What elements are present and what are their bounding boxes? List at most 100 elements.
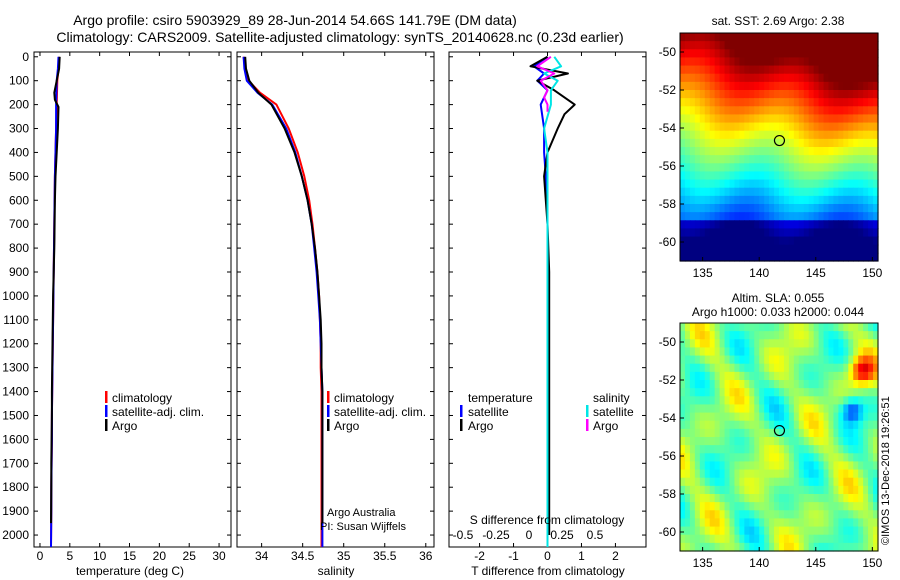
map-cell: [749, 98, 755, 107]
map-cell: [783, 147, 790, 156]
x-tick-label: 35: [337, 549, 351, 563]
map-cell: [813, 485, 820, 495]
map-cell: [853, 477, 859, 487]
map-cell: [838, 179, 844, 189]
map-cell: [759, 212, 765, 221]
map-cell: [793, 195, 800, 205]
sst-map-title: sat. SST: 2.69 Argo: 2.38: [712, 14, 845, 28]
map-cell: [848, 33, 854, 42]
map-cell: [793, 49, 800, 59]
salinity-plot: 34 34.5 35 35.5 36: [242, 52, 433, 563]
map-cell: [749, 355, 755, 365]
map-cell: [704, 412, 711, 422]
map-cell: [808, 204, 815, 213]
map-cell: [734, 542, 740, 552]
map-cell: [808, 49, 815, 59]
map-cell: [843, 485, 849, 495]
map-cell: [729, 534, 736, 544]
map-cell: [863, 485, 869, 495]
map-cell: [779, 526, 785, 536]
map-cell: [774, 138, 780, 148]
map-cell: [798, 420, 805, 430]
map-cell: [699, 138, 706, 148]
map-cell: [739, 252, 745, 262]
map-cell: [694, 81, 701, 91]
map-cell: [749, 122, 755, 132]
map-cell: [838, 437, 844, 446]
map-cell: [739, 236, 745, 246]
depth-tick-label: 1100: [3, 313, 29, 327]
map-cell: [863, 445, 869, 454]
map-cell: [764, 331, 770, 340]
map-cell: [729, 114, 736, 124]
map-cell: [833, 380, 839, 389]
x-tick-label: 10: [93, 549, 107, 563]
map-cell: [724, 252, 731, 262]
map-cell: [833, 236, 839, 246]
map-cell: [848, 355, 854, 365]
map-cell: [724, 138, 731, 148]
map-cell: [848, 412, 854, 422]
map-cell: [724, 122, 731, 132]
map-cell: [873, 179, 879, 189]
map-cell: [714, 453, 721, 463]
map-cell: [863, 73, 869, 83]
map-cell: [853, 380, 859, 389]
map-cell: [838, 347, 844, 357]
map-cell: [818, 461, 825, 471]
map-cell: [769, 244, 775, 254]
map-cell: [694, 526, 701, 536]
map-y-tick-label: -54: [659, 121, 677, 135]
map-cell: [724, 437, 731, 446]
map-cell: [779, 380, 785, 389]
map-cell: [868, 155, 874, 164]
map-cell: [684, 122, 691, 132]
map-cell: [833, 90, 839, 99]
map-cell: [823, 477, 830, 487]
map-cell: [719, 155, 726, 164]
map-cell: [833, 428, 839, 438]
map-cell: [808, 65, 815, 75]
map-cell: [680, 220, 686, 230]
map-cell: [858, 526, 864, 536]
map-cell: [694, 494, 701, 503]
map-cell: [828, 502, 835, 511]
map-cell: [783, 485, 790, 495]
map-cell: [858, 171, 864, 181]
map-cell: [863, 187, 869, 197]
map-cell: [798, 388, 805, 397]
map-cell: [848, 526, 854, 536]
map-cell: [774, 81, 780, 91]
map-cell: [828, 510, 835, 520]
map-cell: [848, 485, 854, 495]
map-cell: [848, 130, 854, 140]
map-cell: [689, 147, 696, 156]
map-cell: [759, 412, 765, 422]
map-cell: [749, 461, 755, 471]
map-cell: [749, 494, 755, 503]
difference-plot: -2 -1 0 1 2-0.5 -0.25 0 0.25 0.5: [453, 52, 619, 563]
map-cell: [873, 388, 879, 397]
map-cell: [724, 98, 731, 107]
map-cell: [724, 204, 731, 213]
map-cell: [838, 461, 844, 471]
map-cell: [828, 494, 835, 503]
map-cell: [729, 437, 736, 446]
map-cell: [833, 323, 839, 332]
map-cell: [858, 371, 864, 381]
map-cell: [788, 228, 795, 238]
map-cell: [774, 347, 780, 357]
map-cell: [699, 122, 706, 132]
map-cell: [858, 138, 864, 148]
legend-swatch-climatology: [327, 391, 330, 403]
map-cell: [823, 195, 830, 205]
map-cell: [808, 420, 815, 430]
map-cell: [813, 49, 820, 59]
map-cell: [734, 445, 740, 454]
map-cell: [719, 437, 726, 446]
map-cell: [873, 163, 879, 173]
map-cell: [714, 147, 721, 156]
map-cell: [734, 437, 740, 446]
map-cell: [818, 228, 825, 238]
map-cell: [704, 347, 711, 357]
